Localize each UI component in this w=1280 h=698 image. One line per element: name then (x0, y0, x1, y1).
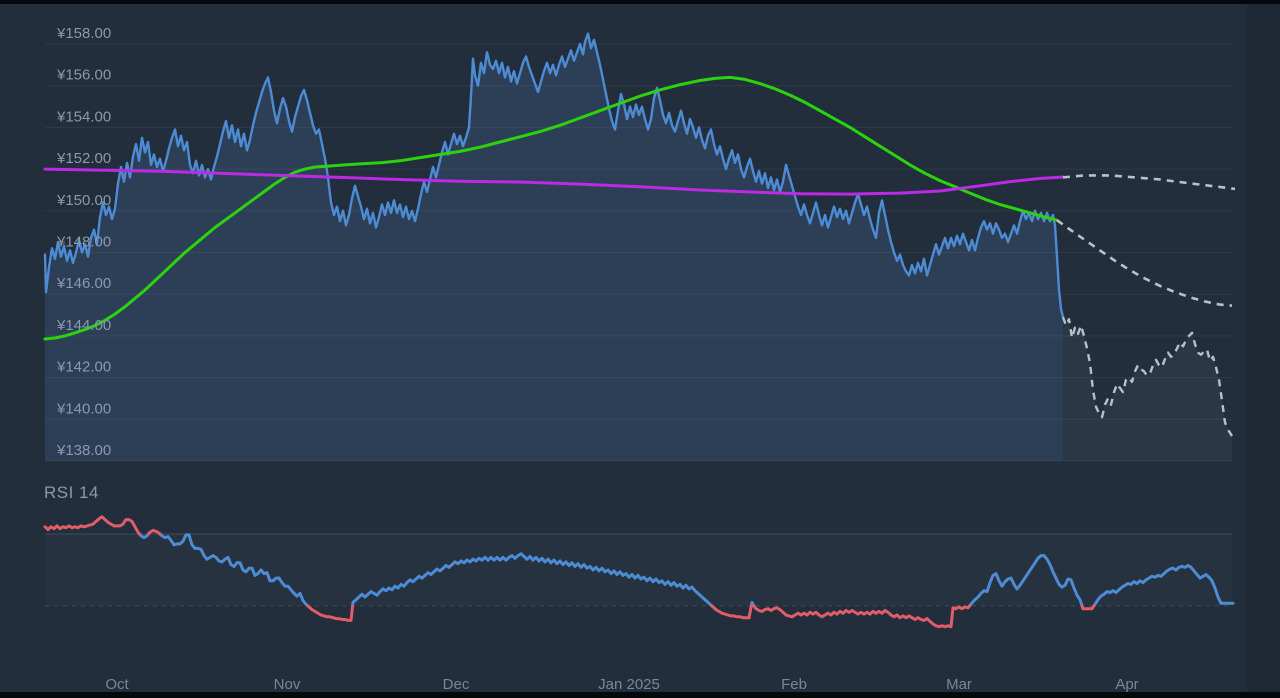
forecast-price-line (1061, 316, 1234, 437)
month-tick-label: Jan 2025 (598, 676, 660, 693)
month-tick-label: Mar (946, 676, 972, 693)
rsi-band (45, 534, 1232, 606)
forecast-price-area (1063, 317, 1232, 461)
month-tick-label: Feb (781, 676, 807, 693)
price-tick-label: ¥150.00 (56, 192, 111, 209)
ma-slow-line (43, 167, 1065, 196)
forecast-ma-slow-line (1062, 174, 1236, 191)
price-tick-label: ¥152.00 (56, 150, 111, 167)
price-line (43, 32, 1065, 319)
price-tick-label: ¥158.00 (56, 25, 111, 42)
rsi-indicator-label: RSI 14 (44, 483, 99, 502)
ma-fast-line (43, 75, 1059, 341)
price-tick-label: ¥138.00 (56, 442, 111, 459)
month-tick-label: Nov (274, 676, 301, 693)
month-tick-label: Oct (105, 676, 129, 693)
forecast-ma-fast-line (1056, 219, 1233, 307)
price-tick-label: ¥144.00 (56, 317, 111, 334)
price-tick-label: ¥146.00 (56, 275, 111, 292)
month-tick-label: Apr (1115, 676, 1138, 693)
month-tick-label: Dec (443, 676, 470, 693)
right-gutter (1247, 4, 1280, 692)
price-tick-label: ¥148.00 (56, 234, 111, 251)
price-tick-label: ¥156.00 (56, 67, 111, 84)
price-tick-label: ¥142.00 (56, 359, 111, 376)
price-tick-label: ¥140.00 (56, 400, 111, 417)
rsi-line-extreme-segments (43, 515, 1096, 629)
price-tick-label: ¥154.00 (56, 108, 111, 125)
price-area (45, 33, 1063, 461)
